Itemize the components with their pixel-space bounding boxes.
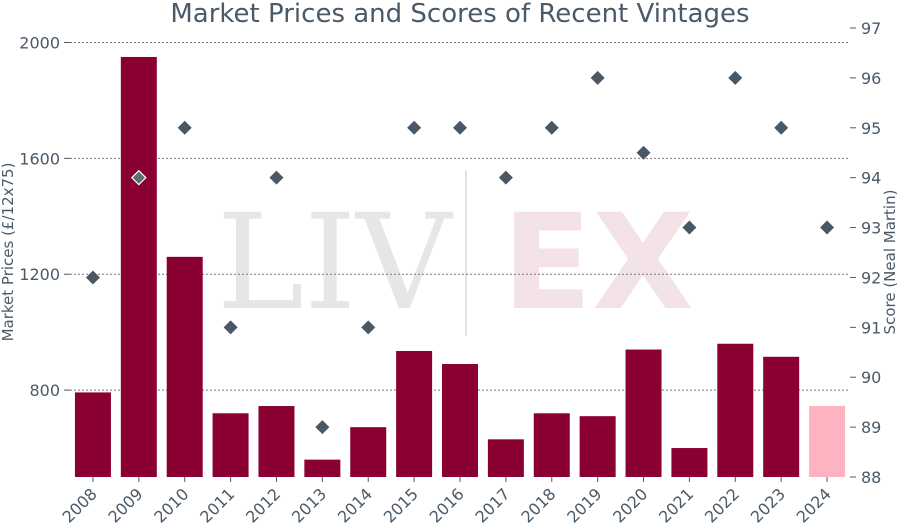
score-marker xyxy=(636,145,651,160)
score-marker xyxy=(85,270,100,285)
y2-axis-label: Score (Neal Martin) xyxy=(881,190,899,335)
score-marker xyxy=(590,70,605,85)
y-tick-label: 1200 xyxy=(19,265,60,284)
score-marker xyxy=(361,320,376,335)
bar xyxy=(74,392,111,477)
score-marker xyxy=(774,120,789,135)
bar xyxy=(350,427,387,477)
score-marker xyxy=(177,120,192,135)
bar xyxy=(625,349,662,477)
score-marker xyxy=(223,320,238,335)
y2-tick-label: 96 xyxy=(861,69,881,88)
y2-tick-label: 88 xyxy=(861,468,881,487)
liv-ex-watermark: LIV EX xyxy=(216,170,694,340)
watermark-right: EX xyxy=(502,186,694,340)
bar xyxy=(442,364,478,477)
bar xyxy=(120,56,157,477)
x-tick-label: 2019 xyxy=(563,484,605,526)
watermark-left: LIV xyxy=(216,186,454,340)
x-tick-label: 2024 xyxy=(793,484,835,526)
bar xyxy=(579,416,616,477)
x-tick-label: 2020 xyxy=(609,484,651,526)
x-tick-label: 2009 xyxy=(104,484,146,526)
y-tick-label: 800 xyxy=(29,381,60,400)
x-tick-label: 2022 xyxy=(701,484,743,526)
x-tick-label: 2021 xyxy=(655,484,697,526)
score-marker xyxy=(453,120,467,135)
bar-series xyxy=(74,56,846,477)
y2-tick-label: 89 xyxy=(861,418,881,437)
y2-tick-label: 93 xyxy=(861,219,881,238)
bar xyxy=(487,439,524,477)
left-axis: 800 1200 1600 2000 xyxy=(19,33,70,400)
score-marker xyxy=(269,170,284,185)
y-axis-label: Market Prices (£/12x75) xyxy=(0,163,17,342)
score-marker xyxy=(498,170,513,185)
bar xyxy=(763,356,800,477)
x-tick-label: 2010 xyxy=(150,484,192,526)
bar xyxy=(717,343,754,477)
x-tick-label: 2008 xyxy=(59,484,101,526)
y2-tick-label: 94 xyxy=(861,169,881,188)
y2-tick-label: 95 xyxy=(861,119,881,138)
bar xyxy=(212,413,249,477)
x-tick-label: 2013 xyxy=(288,484,330,526)
score-marker xyxy=(820,220,835,235)
right-axis: 88 89 90 91 92 93 94 95 96 97 xyxy=(850,19,881,487)
bar xyxy=(166,256,203,477)
score-marker xyxy=(544,120,559,135)
x-tick-label: 2023 xyxy=(747,484,789,526)
y-tick-label: 2000 xyxy=(19,33,60,52)
score-marker xyxy=(315,420,330,435)
score-marker xyxy=(130,169,147,186)
bar xyxy=(258,406,295,477)
x-tick-label: 2018 xyxy=(517,484,559,526)
x-tick-label: 2015 xyxy=(380,484,422,526)
score-marker xyxy=(682,220,697,235)
bar xyxy=(304,459,341,477)
chart-title: Market Prices and Scores of Recent Vinta… xyxy=(170,0,749,29)
y2-tick-label: 91 xyxy=(861,318,881,337)
x-tick-label: 2014 xyxy=(334,484,376,526)
y2-tick-label: 92 xyxy=(861,268,881,287)
y2-tick-label: 97 xyxy=(861,19,881,38)
bar xyxy=(809,406,846,477)
x-tick-label: 2012 xyxy=(242,484,284,526)
score-marker xyxy=(728,70,743,85)
score-marker xyxy=(407,120,422,135)
score-series xyxy=(85,70,835,435)
x-tick-label: 2017 xyxy=(471,484,513,526)
x-axis: 2008 2009 2010 2011 2012 2013 2014 2015 2016 2017… xyxy=(59,477,835,527)
y2-tick-label: 90 xyxy=(861,368,881,387)
y-tick-label: 1600 xyxy=(19,149,60,168)
bar xyxy=(396,350,433,477)
bar xyxy=(671,448,708,477)
bar xyxy=(533,413,570,477)
x-tick-label: 2016 xyxy=(426,484,468,526)
x-tick-label: 2011 xyxy=(196,484,238,526)
